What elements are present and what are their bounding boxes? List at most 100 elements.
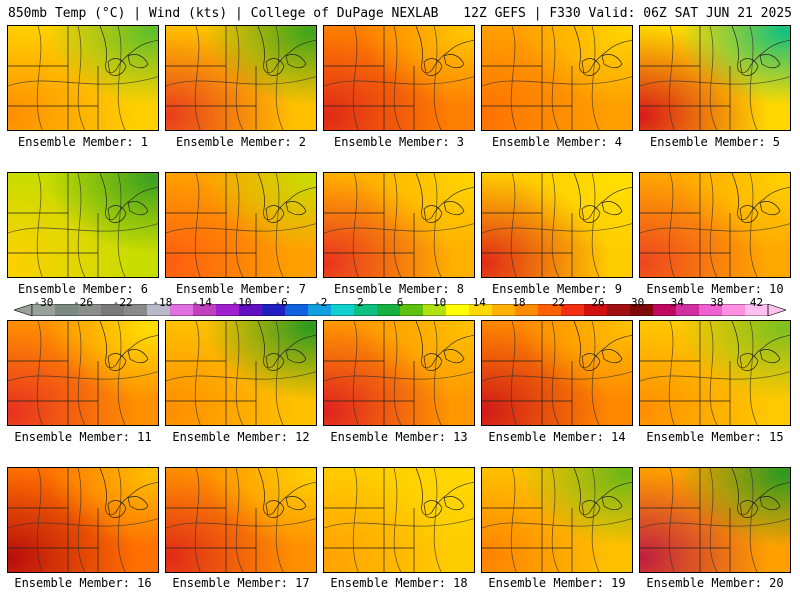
member-map-panel <box>323 25 475 131</box>
great-lakes-outline <box>166 26 316 130</box>
member-map-panel <box>7 25 159 131</box>
member-map-panel <box>165 467 317 573</box>
colorbar-tick-label: -30 <box>33 296 54 309</box>
height-contours <box>324 468 474 572</box>
great-lakes-outline <box>166 321 316 425</box>
colorbar-tick-label: 14 <box>472 296 486 309</box>
temperature-field-map <box>324 321 474 425</box>
colorbar-tick-label: -14 <box>192 296 212 309</box>
colorbar-swatch <box>147 304 171 316</box>
great-lakes-outline <box>482 468 632 572</box>
colorbar-swatch <box>584 304 608 316</box>
member-map-panel <box>639 25 791 131</box>
member-map-panel <box>165 172 317 278</box>
member-map-panel <box>7 320 159 426</box>
member-label: Ensemble Member: 6 <box>17 282 149 296</box>
colorbar-swatch <box>745 304 769 316</box>
height-contours <box>640 26 790 130</box>
temperature-field-map <box>482 173 632 277</box>
member-label: Ensemble Member: 18 <box>330 576 468 590</box>
member-map-panel <box>639 320 791 426</box>
member-label: Ensemble Member: 7 <box>175 282 307 296</box>
colorbar-swatch <box>170 304 194 316</box>
colorbar-swatch <box>492 304 516 316</box>
member-label: Ensemble Member: 5 <box>649 135 781 149</box>
colorbar-swatch <box>308 304 332 316</box>
colorbar-swatch <box>653 304 677 316</box>
colorbar-tick-label: -2 <box>314 296 328 309</box>
colorbar-swatch <box>193 304 217 316</box>
great-lakes-outline <box>8 173 158 277</box>
member-label: Ensemble Member: 4 <box>491 135 623 149</box>
temperature-field-map <box>482 321 632 425</box>
member-map-panel <box>639 467 791 573</box>
colorbar-swatch <box>561 304 585 316</box>
colorbar-swatch <box>331 304 355 316</box>
great-lakes-outline <box>324 468 474 572</box>
temperature-colorbar <box>14 304 786 316</box>
member-map-panel <box>7 467 159 573</box>
temperature-field-map <box>482 26 632 130</box>
temperature-field-map <box>166 468 316 572</box>
member-label: Ensemble Member: 1 <box>17 135 149 149</box>
colorbar-min-arrow <box>14 304 33 316</box>
colorbar-tick-label: 18 <box>512 296 526 309</box>
height-contours <box>166 321 316 425</box>
member-label: Ensemble Member: 15 <box>646 430 784 444</box>
colorbar-swatch <box>423 304 447 316</box>
colorbar-swatch <box>124 304 148 316</box>
colorbar-tick-label: -6 <box>274 296 288 309</box>
member-map-panel <box>165 25 317 131</box>
temperature-field-map <box>8 173 158 277</box>
colorbar-tick-label: 26 <box>591 296 605 309</box>
member-map-panel <box>323 172 475 278</box>
colorbar-tick-label: 22 <box>551 296 566 309</box>
member-label: Ensemble Member: 19 <box>488 576 626 590</box>
great-lakes-outline <box>324 26 474 130</box>
great-lakes-outline <box>640 173 790 277</box>
colorbar-tick-label: -18 <box>152 296 173 309</box>
great-lakes-outline <box>166 468 316 572</box>
colorbar-tick-label: 10 <box>432 296 447 309</box>
great-lakes-outline <box>482 173 632 277</box>
height-contours <box>640 468 790 572</box>
temperature-field-map <box>8 321 158 425</box>
colorbar-swatch <box>32 304 56 316</box>
member-label: Ensemble Member: 11 <box>14 430 152 444</box>
member-label: Ensemble Member: 14 <box>488 430 626 444</box>
great-lakes-outline <box>324 321 474 425</box>
colorbar-swatch <box>676 304 700 316</box>
colorbar-tick-label: -10 <box>231 296 252 309</box>
colorbar-swatch <box>538 304 562 316</box>
height-contours <box>640 321 790 425</box>
member-label: Ensemble Member: 3 <box>333 135 465 149</box>
colorbar-swatch <box>377 304 401 316</box>
member-map-panel <box>639 172 791 278</box>
colorbar-tick-label: -22 <box>112 296 133 309</box>
colorbar-tick-label: 30 <box>631 296 645 309</box>
temperature-field-map <box>166 173 316 277</box>
member-map-panel <box>481 172 633 278</box>
temperature-field-map <box>640 468 790 572</box>
temperature-field-map <box>166 26 316 130</box>
height-contours <box>166 173 316 277</box>
temperature-field-map <box>166 321 316 425</box>
colorbar-swatch <box>515 304 539 316</box>
colorbar-tick-label: 2 <box>357 296 364 309</box>
great-lakes-outline <box>166 173 316 277</box>
height-contours <box>482 26 632 130</box>
temperature-field-map <box>8 26 158 130</box>
height-contours <box>8 468 158 572</box>
height-contours <box>482 321 632 425</box>
member-label: Ensemble Member: 8 <box>333 282 465 296</box>
colorbar-swatch <box>722 304 746 316</box>
colorbar-swatch <box>400 304 424 316</box>
great-lakes-outline <box>8 26 158 130</box>
colorbar-tick-label: 42 <box>749 296 764 309</box>
great-lakes-outline <box>640 468 790 572</box>
colorbar-swatch <box>607 304 631 316</box>
colorbar-swatch <box>239 304 263 316</box>
colorbar-swatch <box>101 304 125 316</box>
temperature-field-map <box>640 26 790 130</box>
member-map-panel <box>481 320 633 426</box>
